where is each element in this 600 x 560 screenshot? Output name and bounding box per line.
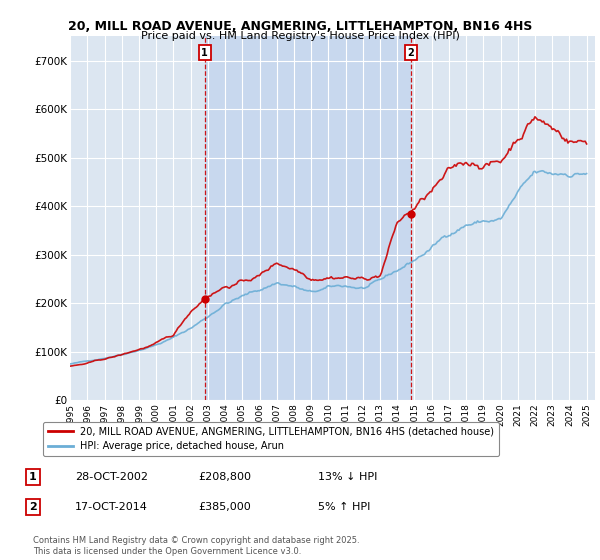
Text: 1: 1 (202, 48, 208, 58)
Text: Price paid vs. HM Land Registry's House Price Index (HPI): Price paid vs. HM Land Registry's House … (140, 31, 460, 41)
Text: Contains HM Land Registry data © Crown copyright and database right 2025.
This d: Contains HM Land Registry data © Crown c… (33, 536, 359, 556)
Legend: 20, MILL ROAD AVENUE, ANGMERING, LITTLEHAMPTON, BN16 4HS (detached house), HPI: : 20, MILL ROAD AVENUE, ANGMERING, LITTLEH… (43, 422, 499, 456)
Text: 17-OCT-2014: 17-OCT-2014 (75, 502, 148, 512)
Bar (205, 36, 411, 400)
Text: 2: 2 (407, 48, 415, 58)
Text: 20, MILL ROAD AVENUE, ANGMERING, LITTLEHAMPTON, BN16 4HS: 20, MILL ROAD AVENUE, ANGMERING, LITTLEH… (68, 20, 532, 33)
Text: 28-OCT-2002: 28-OCT-2002 (75, 472, 148, 482)
Text: 13% ↓ HPI: 13% ↓ HPI (318, 472, 377, 482)
Text: £208,800: £208,800 (198, 472, 251, 482)
Text: 1: 1 (29, 472, 37, 482)
Text: £385,000: £385,000 (198, 502, 251, 512)
Text: 5% ↑ HPI: 5% ↑ HPI (318, 502, 370, 512)
Text: 2: 2 (29, 502, 37, 512)
